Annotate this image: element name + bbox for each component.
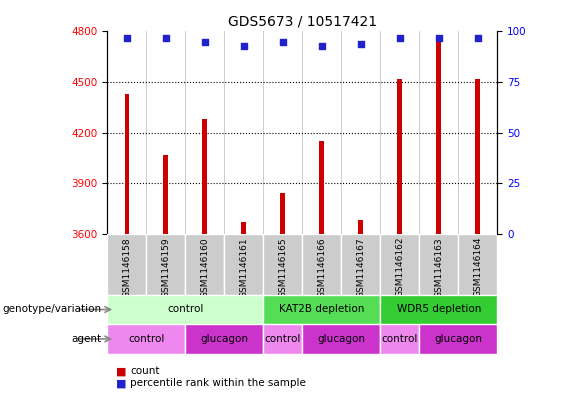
Bar	[263, 295, 380, 324]
Text: percentile rank within the sample: percentile rank within the sample	[130, 378, 306, 388]
Text: glucagon: glucagon	[434, 334, 482, 344]
Text: KAT2B depletion: KAT2B depletion	[279, 305, 364, 314]
Text: count: count	[130, 366, 159, 376]
Bar	[202, 119, 207, 234]
Bar	[302, 324, 380, 354]
Text: GSM1146160: GSM1146160	[201, 237, 209, 298]
Bar	[107, 234, 146, 295]
Bar	[224, 234, 263, 295]
Text: control: control	[264, 334, 301, 344]
Text: glucagon: glucagon	[318, 334, 365, 344]
Bar	[458, 234, 497, 295]
Bar	[263, 324, 302, 354]
Text: ■: ■	[116, 366, 127, 376]
Bar	[107, 295, 263, 324]
Text: GSM1146167: GSM1146167	[357, 237, 365, 298]
Bar	[185, 324, 263, 354]
Bar	[124, 94, 129, 234]
Text: GSM1146161: GSM1146161	[240, 237, 248, 298]
Text: WDR5 depletion: WDR5 depletion	[397, 305, 481, 314]
Bar	[436, 37, 441, 234]
Bar	[146, 234, 185, 295]
Point	[317, 42, 326, 49]
Bar	[163, 154, 168, 234]
Text: glucagon: glucagon	[201, 334, 248, 344]
Text: ■: ■	[116, 378, 127, 388]
Point	[356, 40, 365, 47]
Bar	[397, 79, 402, 234]
Bar	[185, 234, 224, 295]
Point	[239, 42, 248, 49]
Bar	[380, 295, 497, 324]
Text: GSM1146162: GSM1146162	[396, 237, 404, 298]
Bar	[475, 79, 480, 234]
Bar	[302, 234, 341, 295]
Text: control: control	[128, 334, 164, 344]
Text: GSM1146163: GSM1146163	[434, 237, 443, 298]
Text: GSM1146165: GSM1146165	[279, 237, 287, 298]
Point	[395, 34, 404, 40]
Point	[161, 34, 170, 40]
Point	[122, 34, 131, 40]
Bar	[419, 324, 497, 354]
Text: control: control	[167, 305, 203, 314]
Bar	[280, 193, 285, 234]
Point	[434, 34, 443, 40]
Bar	[358, 220, 363, 234]
Text: genotype/variation: genotype/variation	[3, 305, 102, 314]
Bar	[263, 234, 302, 295]
Text: control: control	[381, 334, 418, 344]
Title: GDS5673 / 10517421: GDS5673 / 10517421	[228, 15, 377, 29]
Point	[278, 39, 287, 45]
Bar	[341, 234, 380, 295]
Bar	[380, 234, 419, 295]
Text: GSM1146158: GSM1146158	[123, 237, 131, 298]
Point	[200, 39, 209, 45]
Bar	[380, 324, 419, 354]
Bar	[319, 141, 324, 234]
Bar	[419, 234, 458, 295]
Text: GSM1146159: GSM1146159	[162, 237, 170, 298]
Text: GSM1146164: GSM1146164	[473, 237, 482, 298]
Bar	[107, 324, 185, 354]
Text: agent: agent	[72, 334, 102, 344]
Bar	[241, 222, 246, 234]
Text: GSM1146166: GSM1146166	[318, 237, 326, 298]
Point	[473, 34, 482, 40]
